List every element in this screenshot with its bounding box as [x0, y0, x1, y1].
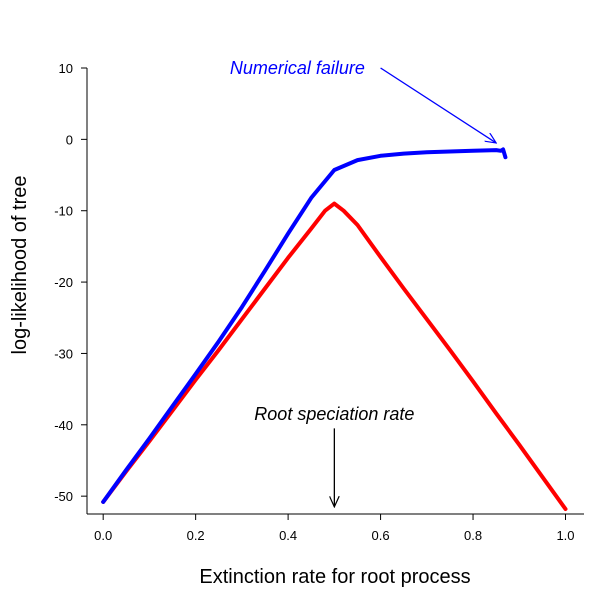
y-tick-label: -40 [54, 418, 73, 433]
annotation-label: Numerical failure [230, 58, 365, 78]
y-tick-label: 0 [66, 132, 73, 147]
y-tick-label: 10 [59, 61, 73, 76]
y-tick-label: -20 [54, 275, 73, 290]
x-tick-label: 1.0 [556, 528, 574, 543]
x-tick-label: 0.0 [94, 528, 112, 543]
y-tick-label: -30 [54, 346, 73, 361]
x-tick-label: 0.8 [464, 528, 482, 543]
y-tick-label: -50 [54, 489, 73, 504]
x-ticks: 0.0 0.2 0.4 0.6 0.8 1.0 [94, 514, 575, 543]
y-axis-title: log-likelihood of tree [9, 176, 31, 355]
series-layer [101, 147, 568, 511]
annotation-label: Root speciation rate [254, 404, 414, 424]
annotation-arrow [380, 67, 497, 143]
annotation-layer: Numerical failure Root speciation rate [230, 58, 496, 507]
series-line-2 [101, 147, 508, 504]
y-ticks: 10 0 -10 -20 -30 -40 -50 [54, 61, 87, 504]
x-tick-label: 0.2 [187, 528, 205, 543]
x-tick-label: 0.4 [279, 528, 297, 543]
x-tick-label: 0.6 [372, 528, 390, 543]
series-line-1 [101, 201, 568, 511]
x-axis-title: Extinction rate for root process [199, 566, 470, 588]
y-tick-label: -10 [54, 204, 73, 219]
